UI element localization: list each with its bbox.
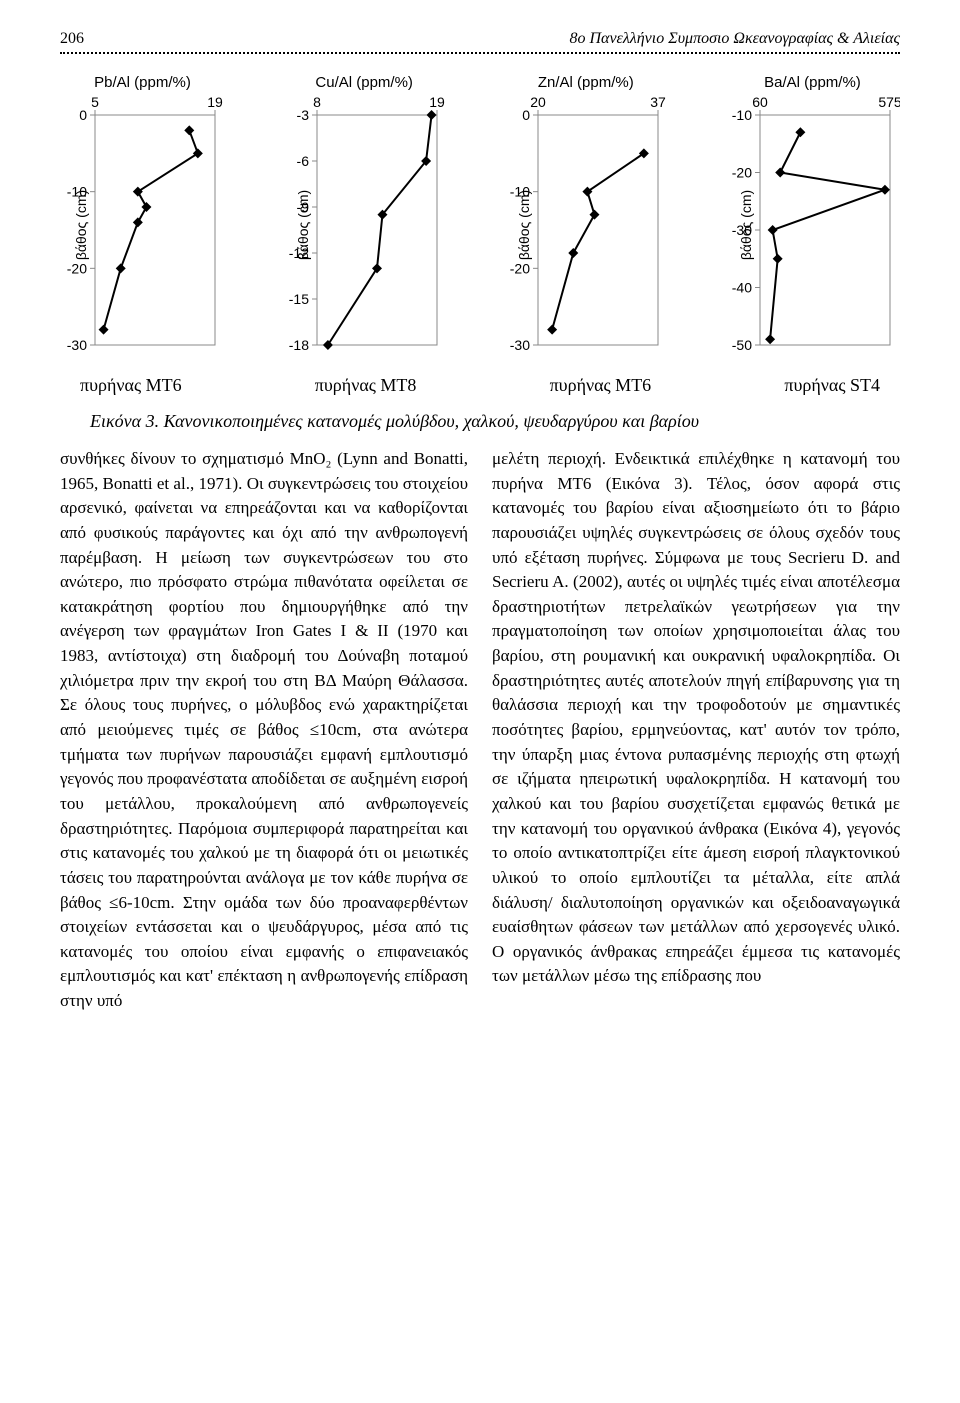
core-label: πυρήνας MT6 — [80, 375, 182, 396]
chart-1: Cu/Al (ppm/%)819-3-6-9-12-15-18βάθος (cm… — [282, 74, 447, 355]
header-title: 8ο Πανελλήνιο Συμποσιο Ωκεανογραφίας & Α… — [569, 30, 900, 48]
core-label: πυρήνας MT8 — [315, 375, 417, 396]
chart-title: Cu/Al (ppm/%) — [315, 74, 413, 91]
svg-text:-30: -30 — [510, 337, 530, 353]
core-label: πυρήνας MT6 — [550, 375, 652, 396]
svg-text:60: 60 — [752, 95, 768, 110]
svg-text:-3: -3 — [296, 107, 309, 123]
body-right-column: μελέτη περιοχή. Ενδεικτικά επιλέχθηκε η … — [492, 447, 900, 1014]
svg-text:-20: -20 — [67, 260, 87, 276]
svg-text:19: 19 — [429, 95, 445, 110]
y-axis-label: βάθος (cm) — [295, 190, 311, 260]
body-left-column: συνθήκες δίνουν το σχηματισμό MnO₂ (Lynn… — [60, 447, 468, 1014]
core-labels-row: πυρήνας MT6 πυρήνας MT8 πυρήνας MT6 πυρήνας… — [60, 375, 900, 396]
y-axis-label: βάθος (cm) — [738, 190, 754, 260]
svg-text:20: 20 — [531, 95, 547, 110]
svg-text:0: 0 — [79, 107, 87, 123]
svg-text:-10: -10 — [732, 107, 752, 123]
body-text: συνθήκες δίνουν το σχηματισμό MnO₂ (Lynn… — [60, 447, 900, 1014]
core-label: πυρήνας ST4 — [784, 375, 880, 396]
svg-text:-15: -15 — [288, 291, 308, 307]
chart-3: Ba/Al (ppm/%)60575-10-20-30-40-50βάθος (… — [725, 74, 900, 355]
chart-title: Zn/Al (ppm/%) — [538, 74, 634, 91]
svg-text:-6: -6 — [296, 153, 309, 169]
svg-text:-40: -40 — [732, 280, 752, 296]
svg-text:-20: -20 — [510, 260, 530, 276]
charts-row: Pb/Al (ppm/%)5190-10-20-30βάθος (cm)Cu/A… — [60, 74, 900, 355]
page-number: 206 — [60, 30, 84, 48]
svg-text:0: 0 — [523, 107, 531, 123]
svg-text:-30: -30 — [67, 337, 87, 353]
svg-text:5: 5 — [91, 95, 99, 110]
svg-text:575: 575 — [878, 95, 900, 110]
chart-0: Pb/Al (ppm/%)5190-10-20-30βάθος (cm) — [60, 74, 225, 355]
svg-text:8: 8 — [313, 95, 321, 110]
chart-title: Pb/Al (ppm/%) — [94, 74, 191, 91]
y-axis-label: βάθος (cm) — [73, 190, 89, 260]
svg-text:-50: -50 — [732, 337, 752, 353]
chart-2: Zn/Al (ppm/%)20370-10-20-30βάθος (cm) — [503, 74, 668, 355]
svg-text:-20: -20 — [732, 165, 752, 181]
svg-text:19: 19 — [207, 95, 223, 110]
svg-text:37: 37 — [651, 95, 667, 110]
page-header: 206 8ο Πανελλήνιο Συμποσιο Ωκεανογραφίας… — [60, 30, 900, 48]
chart-title: Ba/Al (ppm/%) — [764, 74, 861, 91]
y-axis-label: βάθος (cm) — [516, 190, 532, 260]
figure-caption: Εικόνα 3. Κανονικοποιημένες κατανομές μο… — [60, 411, 900, 432]
header-divider — [60, 52, 900, 54]
svg-text:-18: -18 — [288, 337, 308, 353]
